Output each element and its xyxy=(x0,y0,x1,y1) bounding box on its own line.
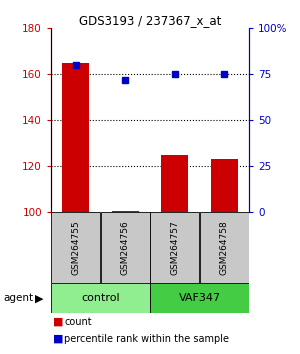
Text: GSM264757: GSM264757 xyxy=(170,221,179,275)
Text: count: count xyxy=(64,317,92,327)
Text: ■: ■ xyxy=(52,317,63,327)
Text: VAF347: VAF347 xyxy=(178,293,220,303)
Bar xyxy=(112,211,139,212)
Text: ■: ■ xyxy=(52,334,63,344)
Bar xyxy=(150,212,200,283)
Text: agent: agent xyxy=(3,293,33,303)
Text: GSM264755: GSM264755 xyxy=(71,221,80,275)
Title: GDS3193 / 237367_x_at: GDS3193 / 237367_x_at xyxy=(79,14,221,27)
Bar xyxy=(62,63,89,212)
Text: GSM264758: GSM264758 xyxy=(220,221,229,275)
Bar xyxy=(51,283,150,313)
Text: ▶: ▶ xyxy=(34,293,43,303)
Bar xyxy=(161,155,188,212)
Bar xyxy=(200,212,249,283)
Bar xyxy=(100,212,150,283)
Bar xyxy=(211,159,238,212)
Text: percentile rank within the sample: percentile rank within the sample xyxy=(64,334,230,344)
Bar xyxy=(51,212,100,283)
Bar xyxy=(150,283,249,313)
Text: control: control xyxy=(81,293,120,303)
Text: GSM264756: GSM264756 xyxy=(121,221,130,275)
